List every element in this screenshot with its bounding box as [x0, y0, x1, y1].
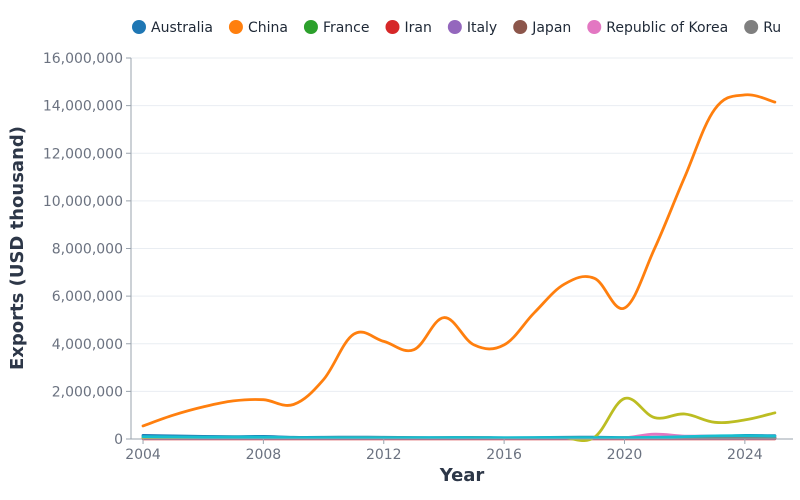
legend: Australia China France Iran Italy Japan Republ…	[132, 20, 781, 36]
legend-item-republic-of-korea[interactable]: Republic of Korea	[587, 20, 728, 36]
x-tick-label: 2020	[607, 447, 643, 463]
series-line-china	[141, 93, 777, 428]
legend-item-iran[interactable]: Iran	[385, 20, 432, 36]
grid	[131, 57, 793, 440]
legend-label: Japan	[531, 20, 571, 36]
x-axis-title: Year	[439, 465, 485, 486]
y-tick-label: 6,000,000	[52, 289, 123, 305]
legend-swatch	[132, 20, 146, 34]
y-tick-label: 2,000,000	[52, 384, 123, 400]
legend-label: France	[323, 20, 370, 36]
legend-item-italy[interactable]: Italy	[447, 20, 497, 36]
y-tick-label: 12,000,000	[43, 146, 123, 162]
legend-swatch	[587, 20, 602, 34]
y-tick-label: 14,000,000	[43, 99, 123, 115]
legend-item-china[interactable]: China	[228, 20, 288, 36]
y-tick-label: 8,000,000	[52, 242, 123, 258]
series-lines	[141, 93, 777, 443]
x-tick-label: 2016	[486, 447, 522, 463]
legend-label: Ru	[763, 20, 781, 36]
legend-swatch	[513, 20, 528, 34]
series-line-series-8	[141, 396, 777, 443]
x-tick-label: 2024	[727, 447, 763, 463]
legend-label: Republic of Korea	[606, 20, 728, 36]
y-axis-title: Exports (USD thousand)	[7, 126, 28, 370]
x-tick-label: 2008	[246, 447, 282, 463]
x-tick-label: 2004	[125, 447, 161, 463]
legend-swatch	[744, 20, 759, 34]
y-tick-label: 10,000,000	[43, 194, 123, 210]
legend-swatch	[385, 20, 400, 34]
series-line-series-9	[141, 434, 777, 440]
legend-label: Australia	[151, 20, 213, 36]
legend-item-ru[interactable]: Ru	[744, 20, 781, 36]
legend-label: China	[248, 20, 288, 36]
legend-item-japan[interactable]: Japan	[513, 20, 571, 36]
y-tick-label: 16,000,000	[43, 51, 123, 67]
legend-label: Iran	[405, 20, 432, 36]
legend-item-france[interactable]: France	[303, 20, 370, 36]
y-axis-ticks: 0 2,000,000 4,000,000 6,000,000 8,000,000 10,…	[43, 51, 131, 448]
y-tick-label: 0	[114, 432, 123, 448]
x-axis-ticks: 2004 2008 2012 2016 2020 2024	[125, 439, 763, 463]
x-tick-label: 2012	[366, 447, 402, 463]
legend-swatch	[303, 20, 318, 34]
y-tick-label: 4,000,000	[52, 337, 123, 353]
legend-swatch	[447, 20, 462, 34]
legend-swatch	[228, 20, 243, 34]
legend-label: Italy	[467, 20, 497, 36]
legend-item-australia[interactable]: Australia	[132, 20, 213, 36]
